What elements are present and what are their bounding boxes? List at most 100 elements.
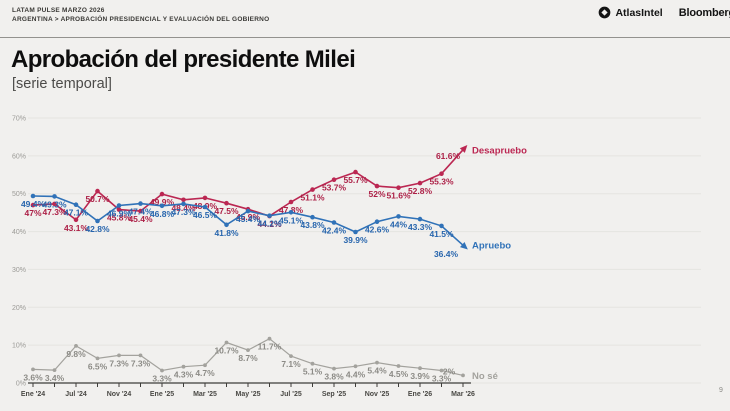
- svg-text:Nov '24: Nov '24: [107, 391, 132, 398]
- svg-text:7.3%: 7.3%: [109, 358, 129, 368]
- svg-text:5.1%: 5.1%: [303, 367, 323, 377]
- svg-text:47.3%: 47.3%: [171, 207, 196, 217]
- svg-text:70%: 70%: [12, 116, 26, 123]
- header-divider: [0, 37, 730, 38]
- breadcrumb: ARGENTINA > APROBACIÓN PRESIDENCIAL Y EV…: [12, 16, 270, 23]
- svg-text:3.6%: 3.6%: [23, 372, 43, 382]
- series-desapruebo: 47%47.3%43.1%50.7%45.8%45.4%49.9%48.4%48…: [24, 144, 527, 233]
- atlasintel-logo: AtlasIntel: [598, 6, 663, 19]
- series-no-sé: 3.6% 3.4%9.8%6.5% 7.3% 7.3%3.3% 4.3% 4.7%10.7…: [23, 336, 498, 384]
- brand-logos: AtlasIntel Bloomberg: [598, 6, 730, 19]
- svg-text:50%: 50%: [12, 191, 26, 198]
- svg-text:46.9%: 46.9%: [107, 209, 132, 219]
- svg-text:43.8%: 43.8%: [300, 220, 325, 230]
- svg-text:47.1%: 47.1%: [64, 208, 89, 218]
- svg-text:61.6%: 61.6%: [436, 151, 461, 161]
- svg-text:4.4%: 4.4%: [346, 369, 366, 379]
- svg-text:3.9%: 3.9%: [410, 371, 430, 381]
- svg-text:49.9%: 49.9%: [150, 197, 175, 207]
- grid-and-y-axis: 0% 10% 20% 30% 40% 50% 60% 70%: [12, 116, 701, 388]
- svg-text:7.1%: 7.1%: [281, 359, 301, 369]
- svg-text:11.7%: 11.7%: [258, 342, 282, 352]
- svg-text:55.3%: 55.3%: [429, 177, 454, 187]
- svg-text:41.5%: 41.5%: [429, 229, 454, 239]
- approval-timeseries-chart: 0% 10% 20% 30% 40% 50% 60% 70% Ene '24 Jul '24 Nov…: [12, 116, 701, 398]
- svg-text:Desapruebo: Desapruebo: [472, 145, 527, 156]
- svg-text:10.7%: 10.7%: [214, 346, 239, 356]
- svg-text:Ene '25: Ene '25: [150, 391, 174, 398]
- svg-text:Apruebo: Apruebo: [472, 241, 511, 252]
- svg-text:47.5%: 47.5%: [214, 206, 239, 216]
- report-kicker: LATAM PULSE MARZO 2026: [12, 7, 105, 14]
- svg-text:4.5%: 4.5%: [389, 369, 409, 379]
- page-number: 9: [719, 387, 723, 394]
- svg-text:Mar '25: Mar '25: [193, 391, 217, 398]
- svg-text:Sep '25: Sep '25: [322, 391, 346, 398]
- svg-text:41.8%: 41.8%: [214, 228, 239, 238]
- svg-text:50.7%: 50.7%: [85, 194, 110, 204]
- page-subtitle: [serie temporal]: [12, 76, 112, 92]
- svg-text:52%: 52%: [368, 189, 385, 199]
- atlasintel-icon: [599, 6, 611, 19]
- svg-text:44%: 44%: [390, 219, 407, 229]
- svg-text:No sé: No sé: [472, 371, 498, 382]
- svg-text:Jul '24: Jul '24: [65, 391, 87, 398]
- svg-text:Ene '26: Ene '26: [408, 391, 432, 398]
- svg-text:45.4%: 45.4%: [236, 214, 261, 224]
- svg-text:45.9%: 45.9%: [236, 212, 261, 222]
- svg-text:3.4%: 3.4%: [45, 373, 65, 383]
- svg-text:46.8%: 46.8%: [150, 209, 175, 219]
- svg-text:47.8%: 47.8%: [279, 205, 304, 215]
- bloomberg-logo: Bloomberg: [678, 6, 730, 19]
- svg-text:45.8%: 45.8%: [107, 213, 132, 223]
- svg-text:Ene '24: Ene '24: [21, 391, 45, 398]
- svg-text:49.4%: 49.4%: [21, 199, 46, 209]
- svg-text:44.1%: 44.1%: [257, 219, 282, 229]
- svg-text:47%: 47%: [24, 208, 41, 218]
- svg-text:45.1%: 45.1%: [279, 215, 304, 225]
- svg-text:20%: 20%: [12, 305, 26, 312]
- svg-text:May '25: May '25: [235, 391, 260, 398]
- svg-text:4.3%: 4.3%: [174, 370, 194, 380]
- svg-text:42.8%: 42.8%: [85, 224, 110, 234]
- svg-text:5.4%: 5.4%: [367, 366, 387, 376]
- svg-text:47.3%: 47.3%: [42, 207, 67, 217]
- svg-text:39.9%: 39.9%: [343, 235, 368, 245]
- svg-text:2%: 2%: [443, 366, 456, 376]
- svg-text:0%: 0%: [16, 381, 26, 388]
- svg-text:Jul '25: Jul '25: [280, 391, 302, 398]
- svg-text:40%: 40%: [12, 229, 26, 236]
- svg-text:4.7%: 4.7%: [195, 368, 215, 378]
- page-title: Aprobación del presidente Milei: [11, 46, 356, 73]
- svg-text:53.7%: 53.7%: [322, 183, 347, 193]
- series-apruebo: 49.4%49.3%47.1%42.8%46.9%47.4%46.8%47.3%…: [21, 193, 511, 259]
- svg-text:9.8%: 9.8%: [66, 349, 86, 359]
- svg-text:52.8%: 52.8%: [408, 186, 433, 196]
- svg-text:51.1%: 51.1%: [300, 193, 325, 203]
- svg-text:44.2%: 44.2%: [257, 219, 282, 229]
- svg-text:6.5%: 6.5%: [88, 361, 108, 371]
- svg-text:49.3%: 49.3%: [42, 199, 67, 209]
- svg-text:43.1%: 43.1%: [64, 223, 89, 233]
- svg-text:3.8%: 3.8%: [324, 372, 344, 382]
- svg-text:47.4%: 47.4%: [128, 207, 153, 217]
- atlasintel-wordmark: AtlasIntel: [615, 6, 663, 19]
- svg-text:3.3%: 3.3%: [152, 374, 172, 384]
- svg-text:42.6%: 42.6%: [365, 225, 390, 235]
- svg-text:45.4%: 45.4%: [128, 214, 153, 224]
- svg-text:Mar '26: Mar '26: [451, 391, 475, 398]
- svg-text:8.7%: 8.7%: [238, 353, 258, 363]
- svg-text:Nov '25: Nov '25: [365, 391, 390, 398]
- svg-text:48.4%: 48.4%: [171, 203, 196, 213]
- svg-text:43.3%: 43.3%: [408, 222, 433, 232]
- svg-text:36.4%: 36.4%: [434, 249, 459, 259]
- svg-text:42.4%: 42.4%: [322, 226, 347, 236]
- svg-text:51.6%: 51.6%: [386, 191, 411, 201]
- svg-text:30%: 30%: [12, 267, 26, 274]
- svg-text:55.7%: 55.7%: [343, 175, 368, 185]
- svg-text:3.3%: 3.3%: [432, 374, 452, 384]
- svg-text:60%: 60%: [12, 153, 26, 160]
- svg-text:7.3%: 7.3%: [131, 358, 151, 368]
- x-axis: Ene '24 Jul '24 Nov '24 Ene '25 Mar '25 May '…: [21, 382, 475, 398]
- svg-text:46.5%: 46.5%: [193, 210, 218, 220]
